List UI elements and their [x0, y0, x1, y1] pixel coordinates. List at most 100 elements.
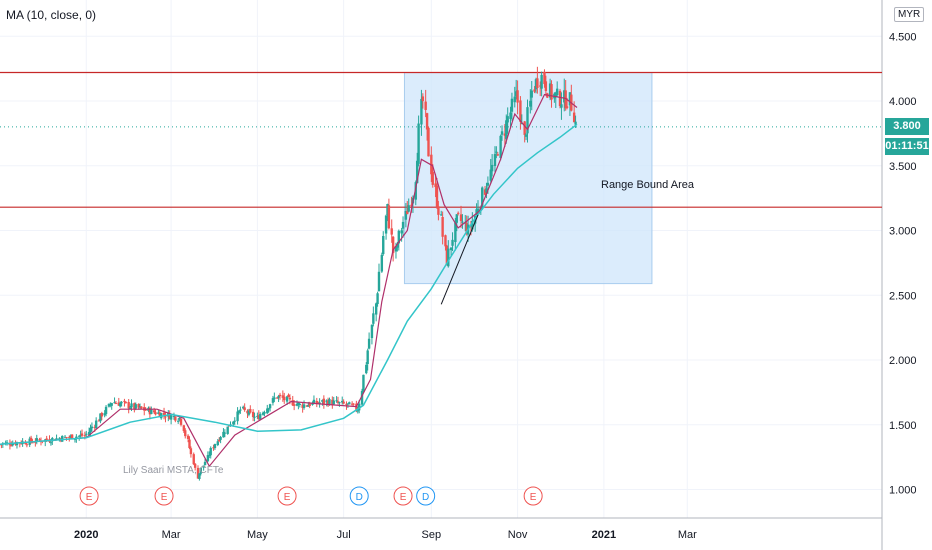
candle-body [335, 400, 338, 402]
candle-body [178, 417, 181, 420]
candle-body [123, 400, 126, 402]
candle-body [134, 404, 137, 409]
candle-body [367, 338, 371, 349]
candle-body [124, 401, 128, 403]
candle-body [435, 185, 439, 207]
candle-body [316, 402, 320, 404]
candle-body [307, 404, 310, 407]
candle-body [38, 439, 41, 441]
candle-body [283, 396, 286, 401]
candle-body [164, 416, 167, 418]
candle-body [113, 402, 116, 404]
earnings-marker[interactable] [79, 486, 99, 506]
candle-body [565, 106, 569, 108]
candle-body [434, 183, 437, 188]
dividend-marker[interactable] [416, 486, 436, 506]
candle-body [384, 215, 388, 234]
candle-body [475, 209, 478, 215]
ma-slow-line [0, 123, 578, 445]
candle-body [120, 402, 123, 404]
range-bound-label: Range Bound Area [601, 179, 694, 191]
candle-body [148, 408, 152, 415]
candle-body [70, 434, 74, 440]
candle-body [510, 98, 514, 112]
candle-body [154, 412, 157, 415]
candle-body [162, 412, 166, 415]
candle-body [456, 212, 460, 214]
candle-body [437, 206, 440, 215]
candle-body [256, 415, 259, 417]
candle-body [295, 403, 299, 406]
candle-body [449, 247, 453, 251]
candle-body [342, 401, 345, 404]
candle-body [246, 410, 249, 414]
candle-body [291, 400, 294, 406]
candle-body [534, 79, 538, 90]
candle-body [540, 75, 543, 89]
candle-body [68, 436, 71, 438]
candle-body [500, 131, 504, 135]
candle-body [208, 455, 211, 457]
candle-body [445, 245, 449, 265]
candle-body [114, 403, 118, 405]
candle-body [236, 411, 239, 422]
candle-body [176, 420, 180, 422]
candle-body [169, 415, 173, 420]
candle-body [263, 412, 266, 414]
candle-body [34, 441, 37, 443]
candle-body [268, 404, 272, 409]
candle-body [278, 394, 282, 397]
candle-body [150, 409, 153, 415]
candle-body [259, 414, 262, 420]
earnings-marker[interactable] [154, 486, 174, 506]
candle-body [564, 90, 567, 109]
currency-badge[interactable]: MYR [894, 7, 925, 22]
candle-body [558, 90, 562, 107]
event-marker-label: E [86, 492, 93, 503]
candle-body [186, 435, 190, 439]
x-tick-label: Sep [422, 529, 442, 541]
candle-body [519, 100, 522, 122]
candle-body [104, 406, 108, 415]
candle-body [414, 182, 417, 200]
candle-body [406, 210, 409, 215]
candle-body [182, 425, 186, 432]
candle-body [193, 463, 197, 468]
indicator-label[interactable]: MA (10, close, 0) [6, 8, 97, 22]
candle-body [346, 403, 350, 405]
candle-body [322, 398, 326, 404]
candle-body [75, 436, 78, 439]
candle-body [400, 230, 403, 234]
candle-body [128, 407, 132, 409]
candle-body [417, 123, 420, 164]
candle-body [119, 403, 122, 407]
candle-body [152, 410, 156, 413]
candle-body [103, 413, 106, 416]
candle-body [275, 397, 279, 399]
candle-body [427, 127, 430, 157]
candle-body [420, 98, 423, 125]
candle-body [483, 189, 487, 195]
candle-body [315, 400, 318, 404]
candle-body [533, 89, 536, 92]
dividend-marker[interactable] [349, 486, 369, 506]
earnings-marker[interactable] [523, 486, 543, 506]
candle-body [410, 204, 413, 207]
candle-body [352, 403, 355, 405]
event-marker-label: E [284, 492, 291, 503]
candle-body [305, 405, 309, 407]
earnings-marker[interactable] [277, 486, 297, 506]
candle-body [465, 223, 468, 233]
x-tick-label: 2020 [74, 529, 98, 541]
candle-body [526, 107, 529, 134]
earnings-marker[interactable] [393, 486, 413, 506]
candle-body [93, 426, 96, 428]
candle-body [192, 454, 195, 465]
candle-body [243, 407, 246, 411]
candle-body [506, 116, 509, 123]
candle-body [157, 412, 160, 414]
watermark: Lily Saari MSTA, CFTe [123, 465, 224, 476]
y-tick-label: 3.500 [889, 161, 917, 173]
